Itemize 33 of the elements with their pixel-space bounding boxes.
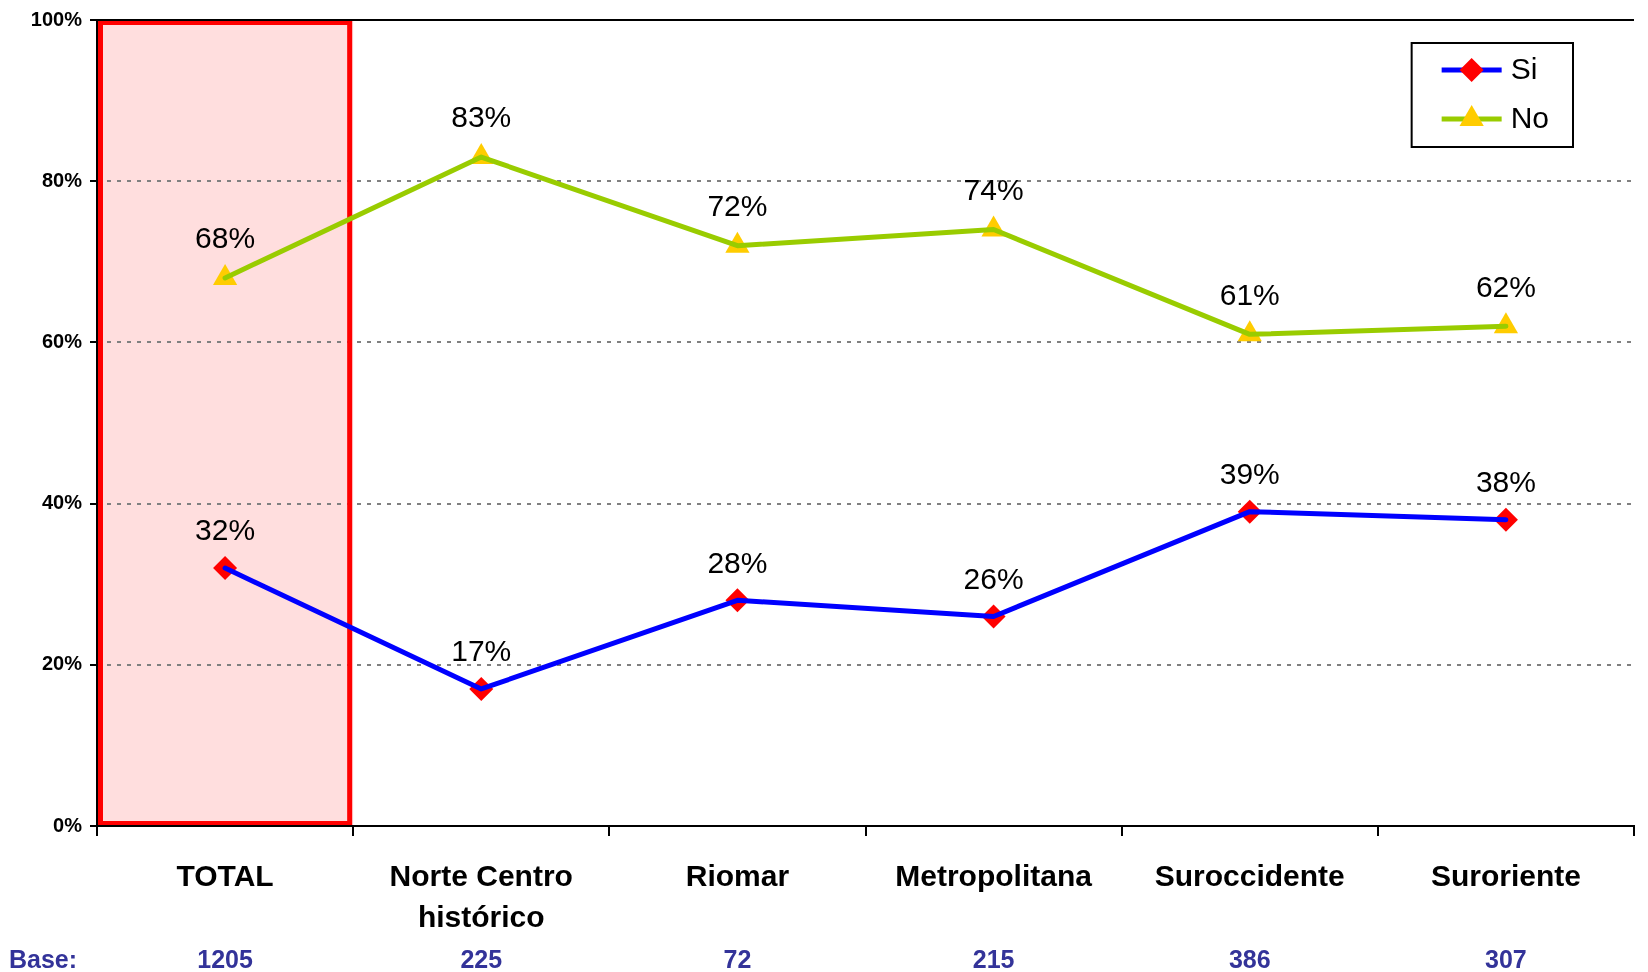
y-tick-label: 20% (41, 652, 83, 675)
y-tick-label: 0% (53, 813, 83, 836)
x-tick-label: Riomar (685, 858, 790, 892)
text: 386 (1228, 944, 1271, 972)
data-label: 74% (963, 172, 1024, 206)
text: 307 (1485, 944, 1527, 972)
x-tick-label: Norte Centro histórico (389, 858, 573, 934)
text: Base: (9, 944, 78, 972)
data-label: 17% (451, 634, 512, 668)
data-label: 62% (1475, 269, 1536, 303)
x-tick-label: Metropolitana (895, 858, 1093, 892)
text: 72 (723, 944, 752, 972)
y-tick-label: 80% (41, 168, 83, 191)
data-label: 39% (1219, 456, 1280, 490)
y-tick-label: 40% (41, 491, 83, 514)
data-label: 61% (1219, 277, 1280, 311)
x-tick-label: TOTAL (176, 858, 274, 892)
text: 225 (460, 944, 503, 972)
data-label: 38% (1475, 464, 1536, 498)
data-label: 32% (195, 513, 256, 547)
data-label: 83% (451, 100, 512, 134)
data-label: 28% (707, 545, 768, 579)
y-tick-label: 100% (30, 7, 83, 30)
legend-label: No (1510, 101, 1550, 135)
y-tick-label: 60% (41, 329, 83, 352)
data-label: 26% (963, 561, 1024, 595)
data-label: 72% (707, 188, 768, 222)
text: 215 (972, 944, 1015, 972)
data-label: 68% (195, 221, 256, 255)
x-tick-label: Suroccidente (1154, 858, 1345, 892)
legend-label: Si (1510, 52, 1538, 86)
text: 1205 (197, 944, 253, 972)
x-tick-label: Suroriente (1430, 858, 1581, 892)
